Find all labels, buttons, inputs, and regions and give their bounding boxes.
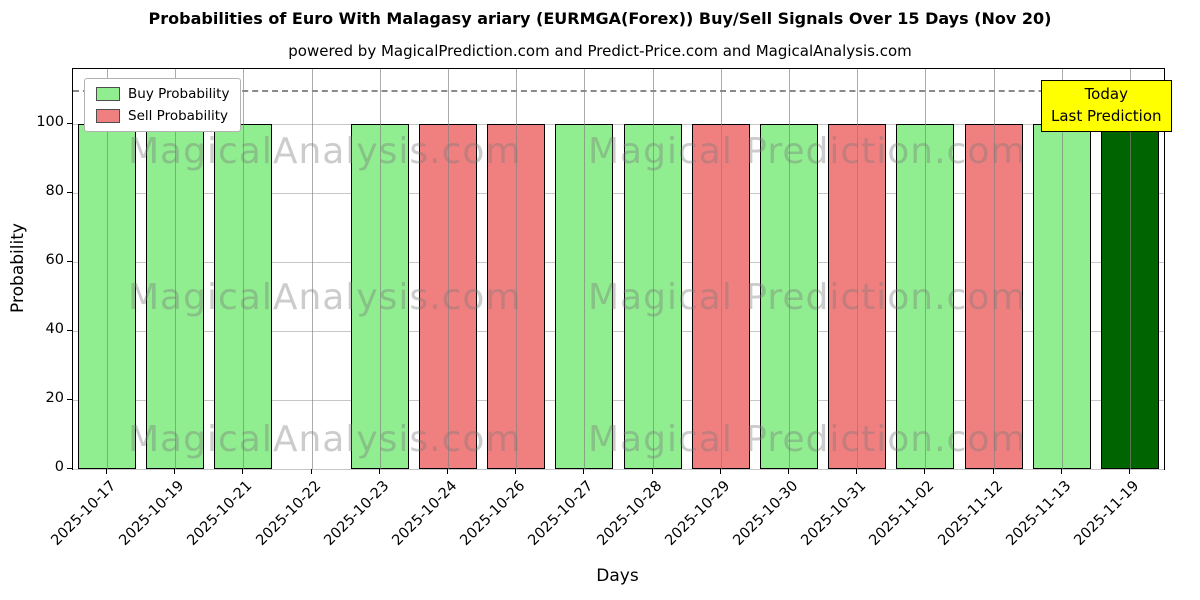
- gridline-h: [73, 262, 1164, 264]
- x-tick-mark: [924, 469, 926, 474]
- gridline-v: [243, 69, 245, 469]
- watermark-text: MagicalAnalysis.com: [128, 277, 522, 318]
- y-tick-mark: [67, 468, 72, 469]
- gridline-v: [652, 69, 654, 469]
- watermark-text: Magical Prediction.com: [588, 277, 1027, 318]
- threshold-dashed-line: [73, 89, 1164, 92]
- gridline-v: [1061, 69, 1063, 469]
- x-tick-mark: [856, 469, 858, 474]
- y-tick-label: 80: [45, 183, 64, 200]
- y-tick-mark: [67, 330, 72, 332]
- x-tick-mark: [174, 469, 176, 474]
- watermark-text: MagicalAnalysis.com: [128, 419, 522, 460]
- legend-label-sell: Sell Probability: [128, 108, 229, 124]
- y-tick-mark: [67, 399, 72, 401]
- gridline-v: [516, 69, 518, 469]
- gridline-v: [993, 69, 995, 469]
- x-tick-mark: [242, 469, 244, 474]
- x-tick-mark: [787, 469, 789, 474]
- y-tick-label: 0: [54, 459, 64, 475]
- legend-label-buy: Buy Probability: [128, 86, 230, 102]
- gridline-v: [175, 69, 177, 469]
- y-tick-label: 100: [36, 114, 64, 131]
- gridline-v: [107, 69, 109, 469]
- x-tick-mark: [719, 469, 721, 474]
- gridline-v: [788, 69, 790, 469]
- x-tick-mark: [106, 469, 108, 474]
- gridline-h: [73, 331, 1164, 333]
- gridline-v: [857, 69, 859, 469]
- legend-item-buy: Buy Probability: [96, 86, 229, 102]
- annotation-line: Today: [1084, 85, 1128, 103]
- sell-swatch-icon: [96, 109, 120, 123]
- y-tick-mark: [67, 261, 72, 263]
- today-annotation: Today Last Prediction: [1041, 80, 1172, 132]
- gridline-h: [73, 193, 1164, 195]
- x-tick-mark: [992, 469, 994, 474]
- gridline-h: [73, 400, 1164, 402]
- gridline-v: [379, 69, 381, 469]
- x-tick-mark: [447, 469, 449, 474]
- gridline-v: [448, 69, 450, 469]
- x-tick-mark: [1128, 469, 1130, 474]
- y-tick-mark: [67, 192, 72, 194]
- gridline-v: [311, 69, 313, 469]
- watermark-text: Magical Prediction.com: [588, 131, 1027, 172]
- watermark-text: Magical Prediction.com: [588, 419, 1027, 460]
- gridline-v: [720, 69, 722, 469]
- gridline-v: [1129, 69, 1131, 469]
- y-tick-label: 60: [45, 252, 64, 269]
- gridline-v: [584, 69, 586, 469]
- x-axis-label: Days: [596, 566, 639, 586]
- x-tick-mark: [651, 469, 653, 474]
- chart-subtitle: powered by MagicalPrediction.com and Pre…: [288, 42, 912, 60]
- y-tick-label: 20: [45, 390, 64, 407]
- y-tick-label: 40: [45, 321, 64, 338]
- chart-title: Probabilities of Euro With Malagasy aria…: [148, 9, 1052, 28]
- x-tick-mark: [583, 469, 585, 474]
- plot-area: MagicalAnalysis.com Magical Prediction.co…: [72, 68, 1165, 470]
- buy-swatch-icon: [96, 87, 120, 101]
- gridline-v: [925, 69, 927, 469]
- annotation-line: Last Prediction: [1051, 106, 1162, 125]
- x-tick-mark: [310, 469, 312, 474]
- x-tick-mark: [378, 469, 380, 474]
- y-tick-mark: [67, 123, 72, 125]
- legend-item-sell: Sell Probability: [96, 108, 229, 124]
- gridline-h: [73, 469, 1164, 470]
- watermark-text: MagicalAnalysis.com: [128, 131, 522, 172]
- x-tick-mark: [1060, 469, 1062, 474]
- legend: Buy Probability Sell Probability: [84, 78, 242, 132]
- x-tick-mark: [515, 469, 517, 474]
- gridline-h: [73, 124, 1164, 126]
